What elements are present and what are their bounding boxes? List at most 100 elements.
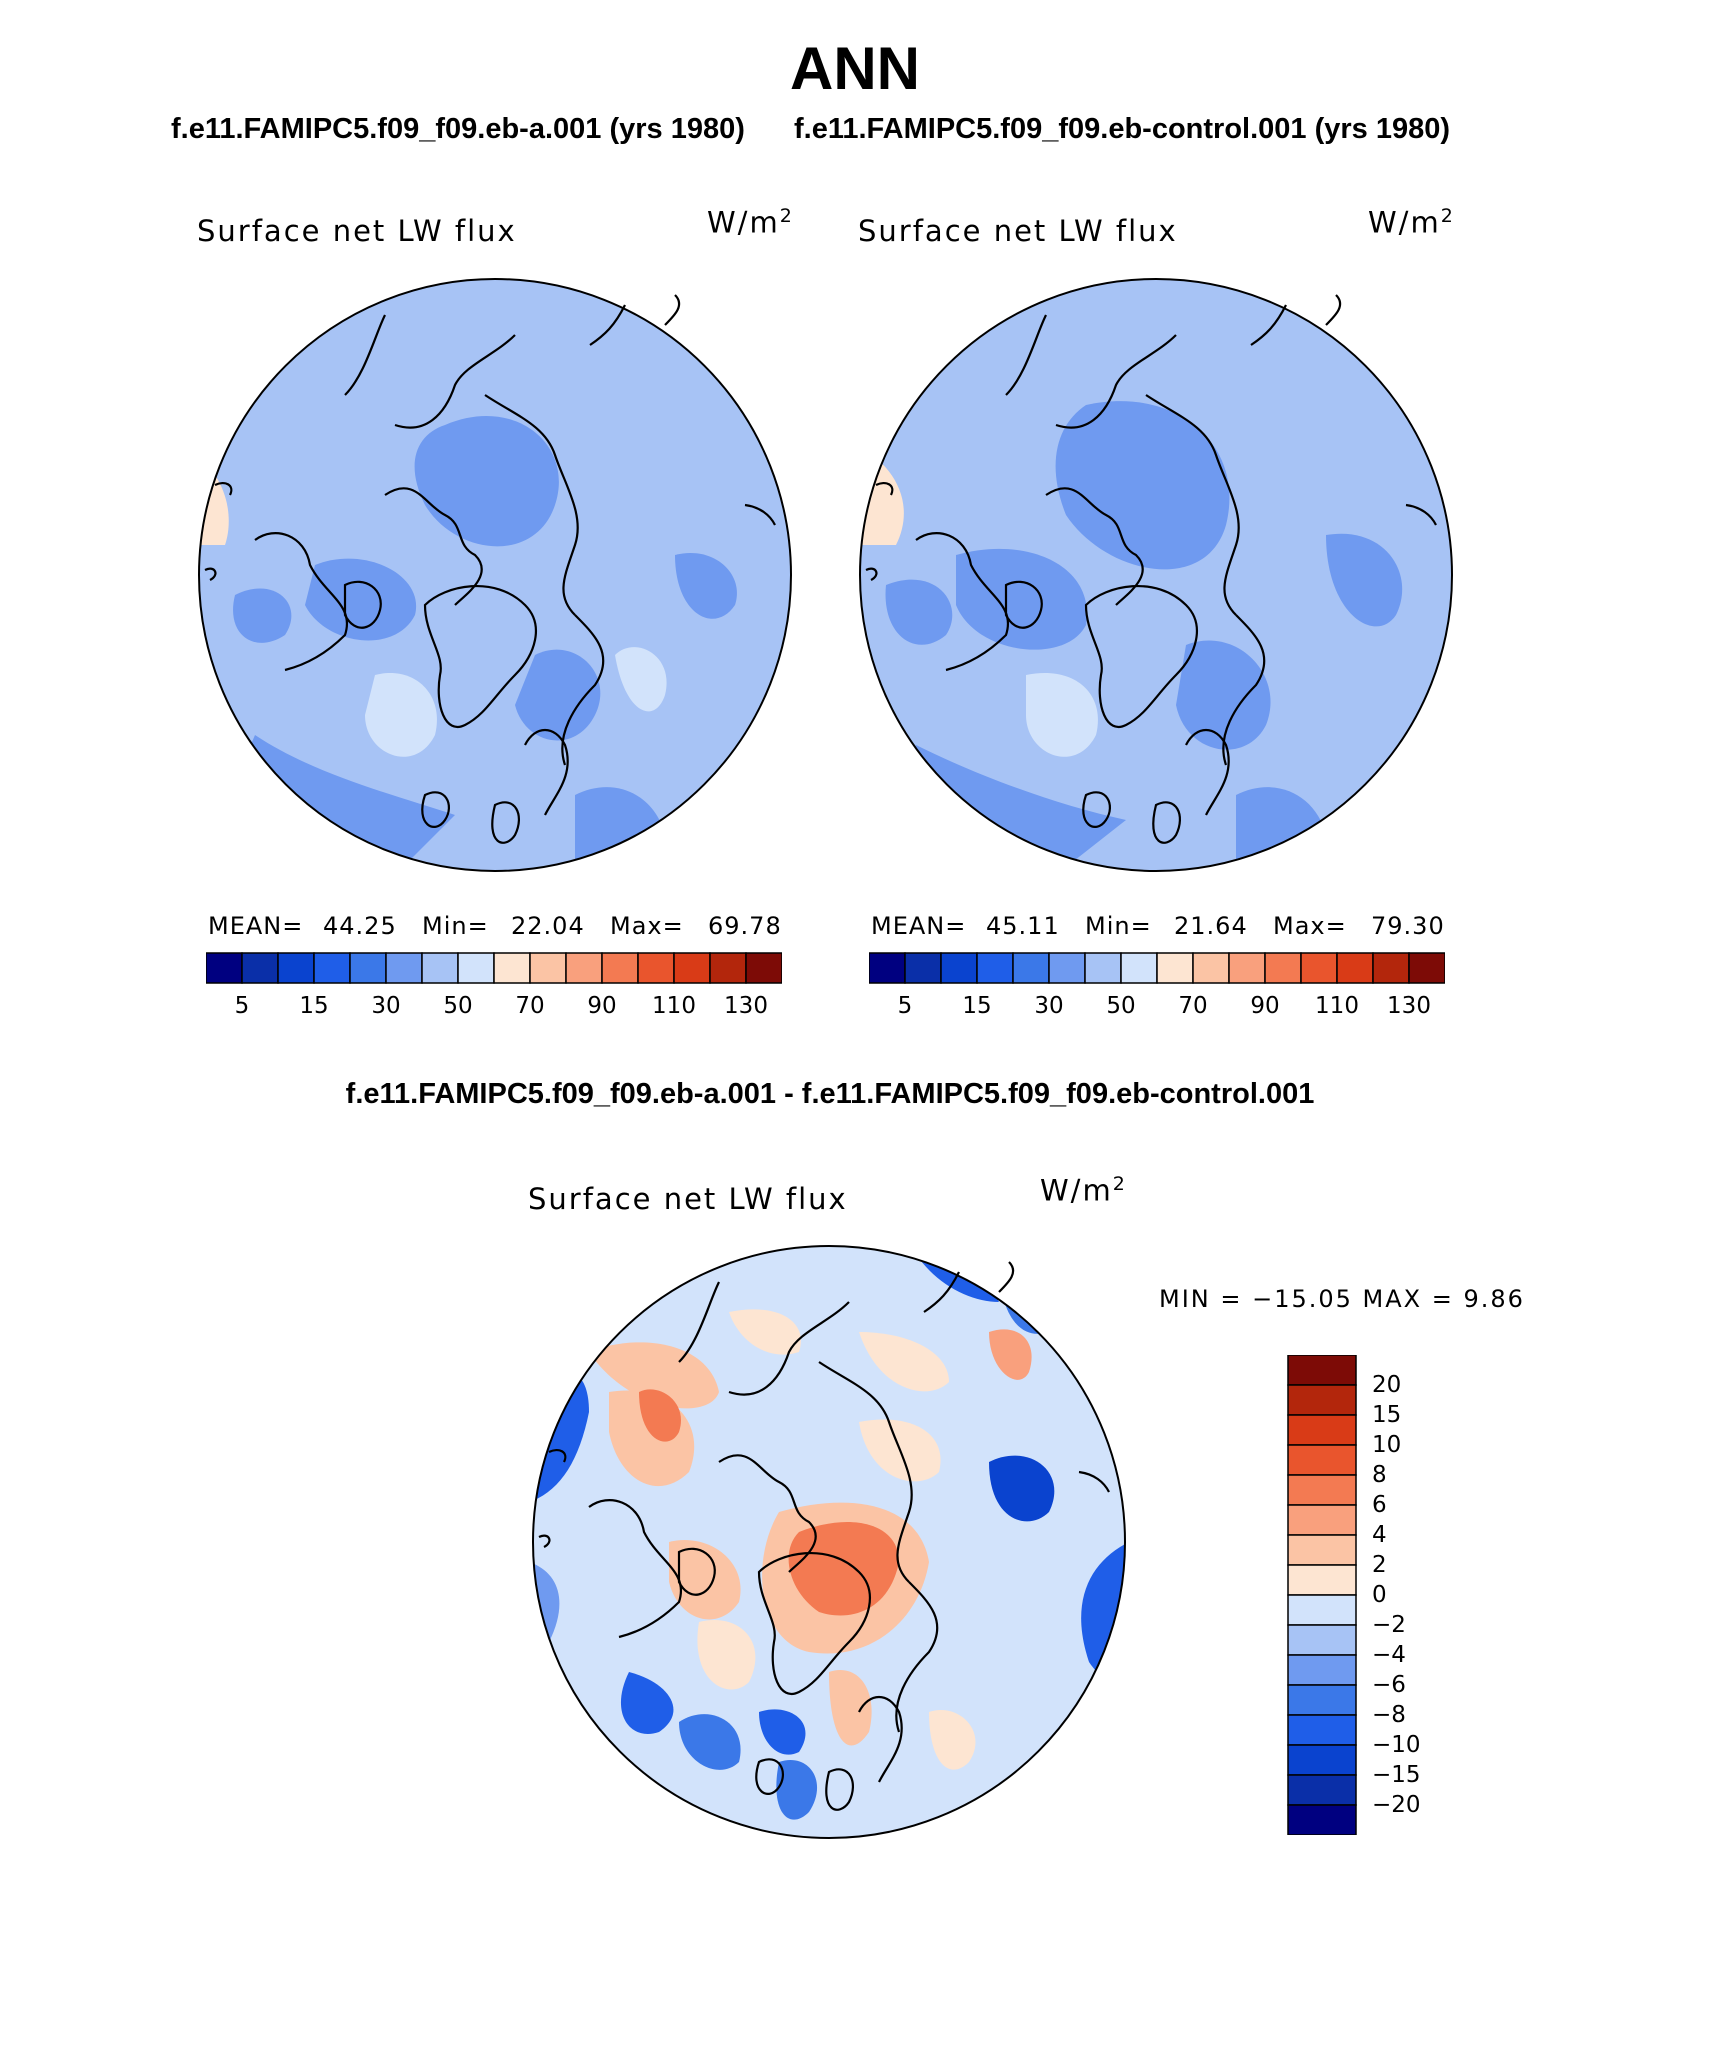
- panel-a-mean-label: MEAN=: [208, 912, 304, 940]
- diff-colorbar-swatch: [1287, 1355, 1357, 1386]
- diff-tick-label: −10: [1372, 1732, 1421, 1758]
- panel-b-ticks: 5 15 30 50 70 90 110 130: [869, 993, 1445, 1023]
- panel-a-colorbar-swatch: [709, 952, 747, 984]
- panel-a-colorbar-swatch: [673, 952, 711, 984]
- diff-tick-label: −20: [1372, 1792, 1421, 1818]
- diff-map-border: [532, 1245, 1126, 1839]
- diff-colorbar-swatch: [1287, 1534, 1357, 1566]
- panel-b-colorbar-swatch: [976, 952, 1014, 984]
- diff-minmax: MIN = −15.05 MAX = 9.86: [1159, 1285, 1525, 1313]
- diff-colorbar-swatch: [1287, 1504, 1357, 1536]
- diff-colorbar-swatch: [1287, 1564, 1357, 1596]
- diff-colorbar-swatch: [1287, 1444, 1357, 1476]
- diff-panel-units: W/m2: [1040, 1173, 1125, 1208]
- panel-a-ticks: 5 15 30 50 70 90 110 130: [206, 993, 782, 1023]
- diff-colorbar-swatch: [1287, 1624, 1357, 1656]
- diff-tick-label: −2: [1372, 1612, 1406, 1638]
- panel-b-tick-label: 15: [962, 993, 992, 1019]
- diff-colorbar-swatch: [1287, 1414, 1357, 1446]
- panel-a-units: W/m2: [707, 205, 792, 240]
- panel-b-max-value: 79.30: [1371, 912, 1445, 940]
- panel-a-min-label: Min=: [422, 912, 489, 940]
- panel-b-colorbar-swatch: [1264, 952, 1302, 984]
- panel-b-colorbar-swatch: [1048, 952, 1086, 984]
- panel-b-colorbar-swatch: [1084, 952, 1122, 984]
- panel-b-mean-value: 45.11: [986, 912, 1060, 940]
- panel-b-min-value: 21.64: [1174, 912, 1248, 940]
- panel-b-colorbar-swatch: [1192, 952, 1230, 984]
- diff-colorbar-swatch: [1287, 1684, 1357, 1716]
- panel-a-colorbar-swatch: [637, 952, 675, 984]
- panel-b-colorbar: [869, 952, 1445, 984]
- diff-ticks: 20 15 10 8 6 4 2 0 −2 −4 −6 −8 −10 −15 −20: [1372, 1355, 1492, 1835]
- panel-a-colorbar-swatch: [457, 952, 495, 984]
- diff-colorbar-swatch: [1287, 1714, 1357, 1746]
- diff-colorbar-swatch: [1287, 1774, 1357, 1806]
- panel-a-tick-label: 50: [443, 993, 473, 1019]
- diff-tick-label: 8: [1372, 1462, 1387, 1488]
- panel-b-tick-label: 130: [1387, 993, 1431, 1019]
- panel-b-map: [859, 278, 1453, 872]
- diff-tick-label: 2: [1372, 1552, 1387, 1578]
- panel-a-mean-value: 44.25: [323, 912, 397, 940]
- panel-a-colorbar-swatch: [601, 952, 639, 984]
- diff-colorbar-swatch: [1287, 1594, 1357, 1626]
- panel-a-units-exp: 2: [779, 205, 792, 227]
- diff-tick-label: 6: [1372, 1492, 1387, 1518]
- panel-b-units-base: W/m: [1368, 205, 1441, 240]
- panel-a-tick-label: 5: [234, 993, 250, 1019]
- panel-b-colorbar-swatch: [1012, 952, 1050, 984]
- panel-a-colorbar-swatch: [493, 952, 531, 984]
- panel-a-max-value: 69.78: [708, 912, 782, 940]
- panel-a-colorbar-swatch: [421, 952, 459, 984]
- diff-colorbar-swatch: [1287, 1474, 1357, 1506]
- panel-b-tick-label: 90: [1250, 993, 1280, 1019]
- panel-b-mean-label: MEAN=: [871, 912, 967, 940]
- diff-units-exp: 2: [1112, 1173, 1125, 1195]
- panel-b-units-exp: 2: [1440, 205, 1453, 227]
- diff-map: [532, 1245, 1126, 1839]
- diff-panel-label: Surface net LW flux: [528, 1182, 848, 1216]
- diff-colorbar-swatch: [1287, 1384, 1357, 1416]
- panel-b-colorbar-swatch: [1120, 952, 1158, 984]
- case-b-title: f.e11.FAMIPC5.f09_f09.eb-control.001 (yr…: [794, 113, 1451, 145]
- panel-b-colorbar-swatch: [904, 952, 942, 984]
- panel-b-label: Surface net LW flux: [858, 214, 1178, 248]
- diff-tick-label: 0: [1372, 1582, 1387, 1608]
- panel-a-colorbar-swatch: [745, 952, 782, 984]
- panel-a-colorbar-swatch: [565, 952, 603, 984]
- diff-tick-label: 20: [1372, 1372, 1402, 1398]
- panel-a-tick-label: 130: [724, 993, 768, 1019]
- panel-b-colorbar-swatch: [869, 952, 906, 984]
- diff-tick-label: −15: [1372, 1762, 1421, 1788]
- panel-a-colorbar: [206, 952, 782, 984]
- panel-a-max-label: Max=: [610, 912, 684, 940]
- panel-b-tick-label: 110: [1315, 993, 1359, 1019]
- panel-a-map-border: [198, 278, 792, 872]
- panel-b-map-border: [859, 278, 1453, 872]
- diff-colorbar-swatch: [1287, 1654, 1357, 1686]
- diff-colorbar-swatch: [1287, 1804, 1357, 1835]
- panel-a-colorbar-swatch: [313, 952, 351, 984]
- panel-a-colorbar-swatch: [206, 952, 243, 984]
- panel-b-units: W/m2: [1368, 205, 1453, 240]
- panel-b-tick-label: 30: [1034, 993, 1064, 1019]
- panel-a-label: Surface net LW flux: [197, 214, 517, 248]
- panel-b-tick-label: 50: [1106, 993, 1136, 1019]
- panel-a-tick-label: 15: [299, 993, 329, 1019]
- panel-a-colorbar-swatch: [277, 952, 315, 984]
- panel-a-colorbar-swatch: [385, 952, 423, 984]
- diff-tick-label: 10: [1372, 1432, 1402, 1458]
- diff-tick-label: 4: [1372, 1522, 1387, 1548]
- case-a-title: f.e11.FAMIPC5.f09_f09.eb-a.001 (yrs 1980…: [171, 113, 745, 145]
- diff-title: f.e11.FAMIPC5.f09_f09.eb-a.001 - f.e11.F…: [345, 1078, 1315, 1110]
- panel-a-tick-label: 70: [515, 993, 545, 1019]
- panel-b-max-label: Max=: [1273, 912, 1347, 940]
- panel-b-colorbar-swatch: [1156, 952, 1194, 984]
- panel-b-colorbar-swatch: [1336, 952, 1374, 984]
- panel-b-colorbar-swatch: [1408, 952, 1445, 984]
- diff-colorbar: [1287, 1355, 1357, 1835]
- panel-b-colorbar-swatch: [1228, 952, 1266, 984]
- panel-b-colorbar-swatch: [1372, 952, 1410, 984]
- panel-a-tick-label: 110: [652, 993, 696, 1019]
